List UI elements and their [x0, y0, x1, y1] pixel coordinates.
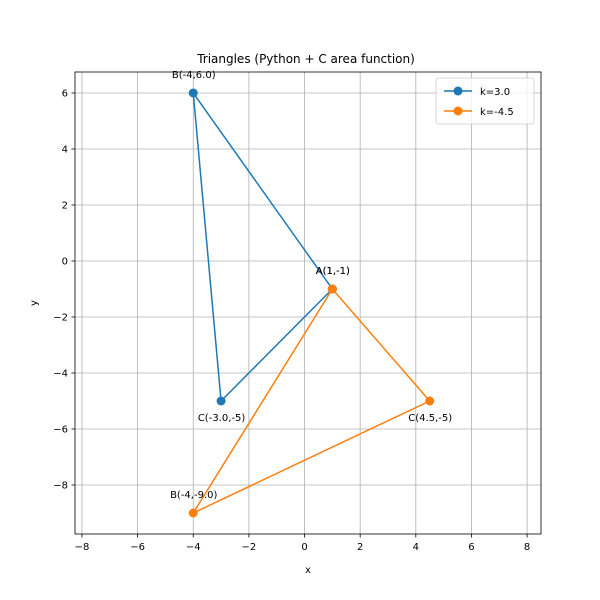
x-tick-label: 4: [413, 542, 419, 553]
y-tick-label: −4: [53, 369, 68, 380]
x-tick-label: 8: [524, 542, 530, 553]
y-tick-label: 2: [62, 201, 68, 212]
y-tick-label: 4: [62, 145, 68, 156]
data-point: [216, 396, 226, 406]
grid: [75, 72, 541, 534]
point-labels: A(1,-1)B(-4,6.0)C(-3.0,-5)A(1,-1)B(-4,-9…: [170, 70, 452, 501]
legend-marker: [453, 86, 463, 96]
series-line: [191, 288, 431, 515]
legend-label: k=3.0: [480, 87, 510, 98]
data-point: [425, 396, 435, 406]
y-axis-label: y: [29, 300, 40, 306]
y-tick-label: −8: [53, 481, 68, 492]
plot-frame: [74, 71, 542, 535]
legend-marker: [453, 106, 463, 116]
series-line: [192, 90, 333, 403]
axis-ticks: −8 −6 −4 −2 0 2 4 6 8 −8 −6 −4 −2 0 2 4 6: [53, 89, 530, 554]
data-point: [188, 508, 198, 518]
series-layer: [188, 88, 435, 518]
x-tick-label: 6: [468, 542, 474, 553]
y-tick-label: 6: [62, 89, 68, 100]
point-label: A(1,-1): [316, 266, 350, 277]
point-label: C(4.5,-5): [408, 413, 452, 424]
x-tick-label: −2: [242, 542, 257, 553]
chart-title: Triangles (Python + C area function): [196, 52, 415, 66]
point-label: C(-3.0,-5): [198, 413, 246, 424]
x-axis-label: x: [305, 565, 311, 576]
x-tick-label: 0: [301, 542, 307, 553]
series-2: [188, 284, 435, 518]
x-tick-label: 2: [357, 542, 363, 553]
x-tick-label: −4: [186, 542, 201, 553]
x-tick-label: −8: [75, 542, 90, 553]
point-label: B(-4,6.0): [172, 70, 216, 81]
y-tick-label: 0: [62, 257, 68, 268]
data-point: [188, 88, 198, 98]
point-label: B(-4,-9.0): [170, 490, 217, 501]
x-tick-label: −6: [130, 542, 145, 553]
point-label: A(1,-1): [316, 266, 350, 277]
data-point: [327, 284, 337, 294]
series-1: [188, 88, 337, 406]
legend-label: k=-4.5: [480, 107, 514, 118]
y-tick-label: −2: [53, 313, 68, 324]
legend: k=3.0 k=-4.5: [435, 77, 535, 125]
y-tick-label: −6: [53, 425, 68, 436]
